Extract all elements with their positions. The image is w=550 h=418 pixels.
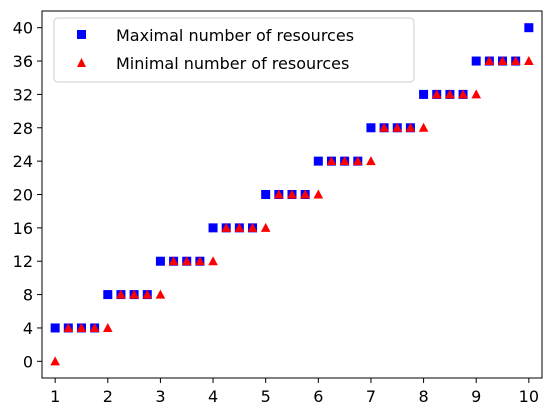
- data-point-minimal: [208, 256, 218, 266]
- data-point-minimal: [524, 56, 534, 66]
- data-point-minimal: [234, 222, 245, 232]
- data-point-minimal: [445, 89, 455, 99]
- data-point-maximal: [208, 223, 218, 233]
- x-tick-label: 7: [366, 387, 376, 406]
- data-point-maximal: [155, 256, 165, 266]
- y-tick-label: 0: [23, 352, 33, 371]
- data-point-minimal: [458, 89, 468, 99]
- data-point-minimal: [274, 189, 284, 199]
- y-tick-label: 8: [23, 286, 33, 305]
- data-point-minimal: [471, 89, 482, 99]
- data-point-minimal: [116, 289, 126, 299]
- data-point-maximal: [366, 123, 376, 133]
- data-point-minimal: [392, 122, 403, 132]
- x-tick-label: 4: [208, 387, 218, 406]
- data-point-maximal: [524, 23, 534, 33]
- legend-label-maximal: Maximal number of resources: [116, 26, 354, 45]
- data-point-maximal: [419, 89, 429, 99]
- data-point-minimal: [287, 189, 297, 199]
- data-point-minimal: [102, 322, 113, 332]
- data-point-minimal: [431, 89, 442, 99]
- chart-marks: [50, 23, 534, 366]
- data-point-minimal: [379, 122, 389, 132]
- data-point-minimal: [155, 289, 166, 299]
- x-tick-label: 3: [155, 387, 165, 406]
- y-tick-label: 28: [13, 119, 33, 138]
- x-tick-label: 2: [103, 387, 113, 406]
- y-tick-label: 16: [13, 219, 33, 238]
- y-tick-label: 24: [13, 152, 33, 171]
- data-point-minimal: [168, 256, 179, 266]
- data-point-maximal: [103, 290, 113, 300]
- x-tick-label: 1: [50, 387, 60, 406]
- y-tick-label: 36: [13, 52, 33, 71]
- data-point-maximal: [261, 190, 271, 199]
- data-point-maximal: [471, 56, 481, 66]
- x-axis: 1 2 3 4 5 6 7 8 9 10: [50, 378, 539, 406]
- data-point-minimal: [366, 156, 376, 166]
- series-minimal: [50, 56, 534, 366]
- data-point-minimal: [405, 122, 416, 132]
- data-point-minimal: [76, 322, 87, 332]
- data-point-minimal: [181, 256, 192, 266]
- y-axis: 0 4 8 12 16 20 24 28 32 36 40: [13, 19, 42, 371]
- data-point-minimal: [510, 56, 521, 66]
- data-point-minimal: [63, 322, 74, 332]
- x-tick-label: 10: [519, 387, 539, 406]
- data-point-minimal: [221, 222, 232, 232]
- data-point-maximal: [313, 156, 323, 166]
- data-point-minimal: [497, 56, 508, 66]
- y-tick-label: 20: [13, 186, 33, 205]
- x-tick-label: 6: [313, 387, 323, 406]
- data-point-minimal: [260, 222, 271, 232]
- legend: Maximal number of resources Minimal numb…: [53, 17, 415, 83]
- data-point-minimal: [195, 256, 205, 266]
- y-tick-label: 12: [13, 252, 33, 271]
- data-point-minimal: [89, 322, 100, 332]
- data-point-minimal: [484, 56, 495, 66]
- data-point-maximal: [50, 323, 60, 333]
- data-point-minimal: [129, 289, 139, 299]
- y-tick-label: 40: [13, 19, 33, 38]
- data-point-minimal: [339, 156, 350, 166]
- legend-marker-minimal: [77, 58, 86, 67]
- y-tick-label: 32: [13, 85, 33, 104]
- legend-frame: [53, 17, 415, 83]
- x-tick-label: 5: [261, 387, 271, 406]
- legend-marker-maximal: [77, 30, 86, 39]
- data-point-minimal: [352, 156, 363, 166]
- data-point-minimal: [313, 189, 324, 199]
- data-point-minimal: [50, 356, 60, 366]
- x-tick-label: 8: [418, 387, 428, 406]
- data-point-minimal: [142, 289, 153, 299]
- data-point-minimal: [247, 222, 258, 232]
- data-point-minimal: [300, 189, 310, 199]
- x-tick-label: 9: [471, 387, 481, 406]
- data-point-minimal: [418, 122, 429, 132]
- y-tick-label: 4: [23, 319, 33, 338]
- legend-label-minimal: Minimal number of resources: [116, 54, 349, 73]
- data-point-minimal: [326, 156, 337, 166]
